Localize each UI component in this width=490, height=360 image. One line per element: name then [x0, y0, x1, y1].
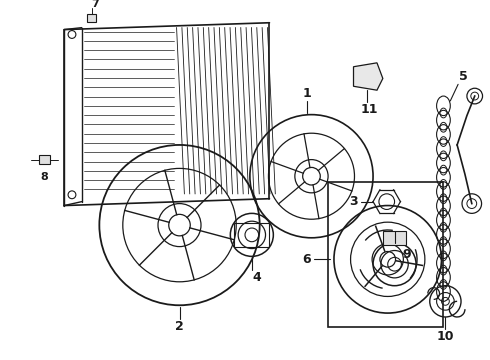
- Text: 2: 2: [175, 320, 184, 333]
- Text: 3: 3: [349, 195, 358, 208]
- Bar: [234, 223, 270, 247]
- Text: 10: 10: [437, 330, 454, 343]
- Bar: [383, 231, 406, 245]
- Circle shape: [362, 73, 372, 84]
- Text: 4: 4: [252, 271, 261, 284]
- Bar: [87, 14, 97, 22]
- Text: 1: 1: [302, 87, 311, 100]
- Text: 11: 11: [361, 103, 378, 116]
- Text: 8: 8: [41, 172, 49, 182]
- Bar: [39, 155, 50, 165]
- Polygon shape: [353, 63, 383, 90]
- Text: 5: 5: [459, 70, 467, 83]
- Text: 9: 9: [402, 248, 411, 261]
- Text: 6: 6: [302, 253, 311, 266]
- Bar: [328, 182, 443, 327]
- Text: 7: 7: [92, 0, 99, 9]
